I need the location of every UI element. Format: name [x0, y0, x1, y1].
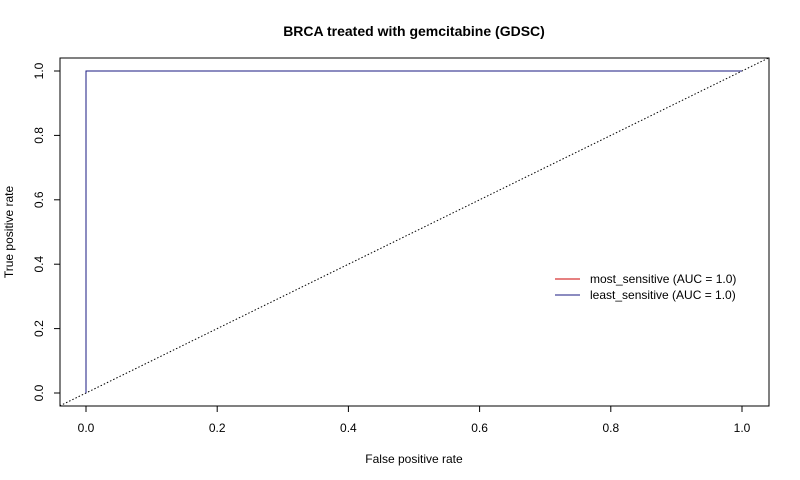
x-tick-label: 0.0: [78, 421, 95, 435]
x-tick-label: 1.0: [734, 421, 751, 435]
y-axis-title: True positive rate: [2, 186, 16, 279]
legend-label-2: least_sensitive (AUC = 1.0): [590, 288, 736, 302]
series-layer: [59, 57, 769, 407]
x-axis-title: False positive rate: [365, 452, 463, 466]
y-tick-label: 0.6: [32, 191, 46, 208]
legend-label-1: most_sensitive (AUC = 1.0): [590, 272, 736, 286]
legend: most_sensitive (AUC = 1.0) least_sensitiv…: [555, 272, 736, 302]
reference-diagonal-line: [59, 57, 769, 407]
x-tick-label: 0.8: [602, 421, 619, 435]
y-tick-label: 0.2: [32, 320, 46, 337]
y-tick-label: 0.0: [32, 384, 46, 401]
y-tick-label: 0.8: [32, 127, 46, 144]
x-tick-label: 0.4: [340, 421, 357, 435]
plot-frame: [59, 57, 770, 407]
y-tick-label: 0.4: [32, 256, 46, 273]
x-tick-label: 0.2: [209, 421, 226, 435]
roc-series-line-1: [85, 70, 742, 393]
x-tick-label: 0.6: [471, 421, 488, 435]
roc-series-line-2: [85, 70, 742, 393]
chart-title: BRCA treated with gemcitabine (GDSC): [283, 23, 545, 39]
y-tick-label: 1.0: [32, 62, 46, 79]
x-axis: 0.0 0.2 0.4 0.6 0.8 1.0: [78, 406, 751, 435]
y-axis: 0.0 0.2 0.4 0.6 0.8 1.0: [32, 62, 60, 401]
